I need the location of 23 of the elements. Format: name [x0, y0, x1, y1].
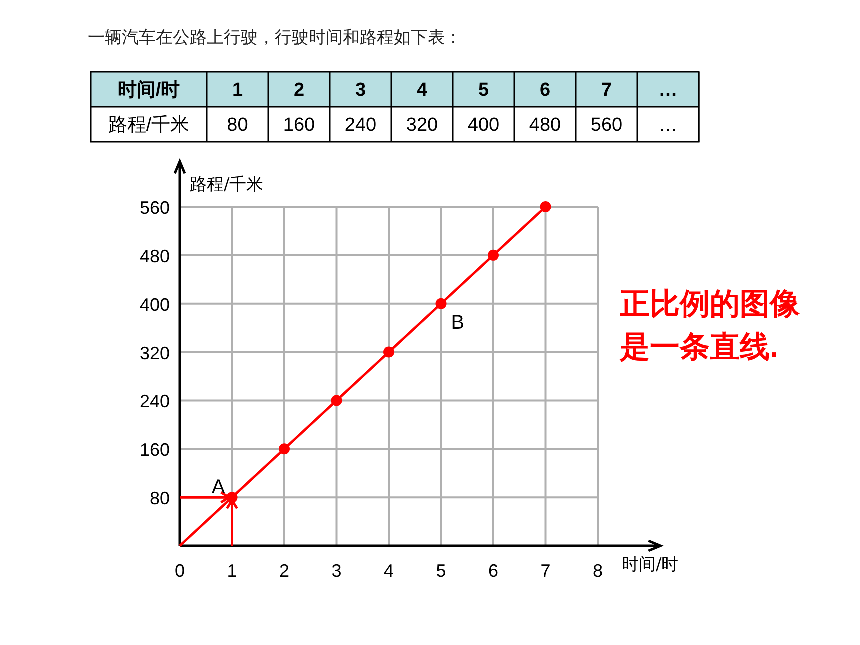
x-axis-title: 时间/时: [622, 555, 679, 575]
x-tick-label: 3: [332, 561, 342, 581]
y-tick-label: 400: [140, 294, 170, 315]
x-tick-label: 4: [384, 561, 394, 581]
x-tick-label: 0: [174, 561, 186, 581]
x-tick-label: 5: [436, 561, 446, 581]
y-tick-label: 160: [140, 440, 170, 460]
annotation: B: [451, 312, 465, 334]
data-table: 时间/时 路程/千米 1 2 3 4 5 6 7 … 80 160 240 320 400 480 560 …: [90, 71, 700, 143]
x-tick-label: 7: [540, 561, 551, 581]
annotation: 正比例的图像是一条直线.: [620, 287, 801, 366]
x-tick-label: 1: [227, 561, 238, 581]
y-tick-label: 320: [140, 343, 170, 364]
y-tick-label: 480: [140, 246, 170, 266]
y-axis-title: 路程/千米: [190, 175, 264, 195]
x-tick-label: 2: [279, 561, 290, 581]
y-tick-label: 560: [140, 198, 170, 218]
x-tick-label: 8: [592, 561, 604, 581]
annotation: A: [212, 476, 226, 499]
x-tick-label: 6: [488, 561, 499, 581]
chart-title: 一辆汽车在公路上行驶，行驶时间和路程如下表：: [88, 28, 462, 47]
y-tick-label: 80: [150, 488, 170, 509]
y-tick-label: 240: [140, 392, 170, 412]
